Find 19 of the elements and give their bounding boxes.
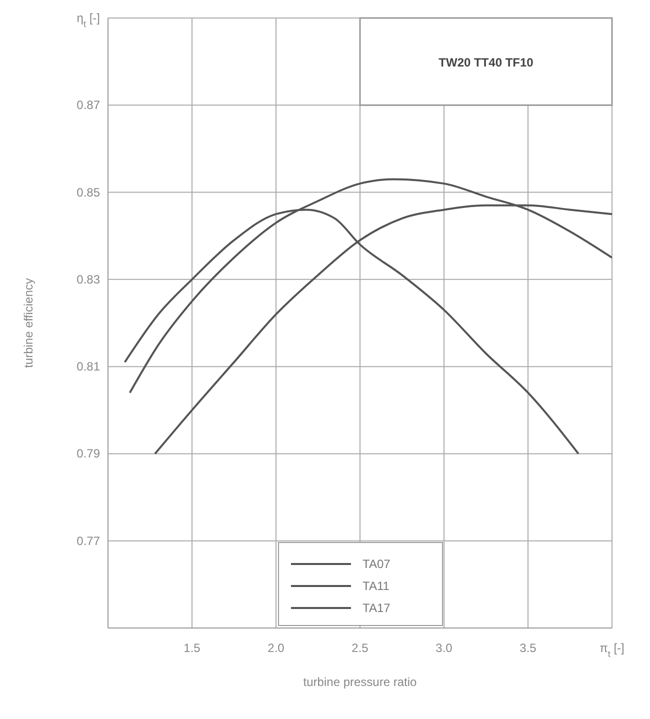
- x-tick-label: 2.5: [352, 641, 369, 655]
- y-tick-label: 0.85: [76, 185, 100, 200]
- y-tick-label: 0.81: [76, 360, 100, 374]
- annotation: TW20 TT40 TF10: [438, 56, 534, 70]
- x-tick-label: 1.5: [184, 641, 201, 655]
- legend-label: TA11: [362, 579, 390, 594]
- x-tick-label: 2.0: [268, 641, 285, 655]
- y-tick-label: 0.79: [76, 446, 100, 461]
- y-tick-label: η$_{t}$ [-]: [76, 11, 100, 29]
- x-tick-label: π$_{t}$ [-]: [600, 641, 624, 659]
- y-tick-label: 0.83: [76, 272, 100, 286]
- y-axis-title: turbine efficiency: [21, 278, 36, 368]
- y-tick-label: 0.77: [76, 534, 100, 548]
- x-tick-label: 3.0: [436, 641, 453, 655]
- y-tick-label: 0.87: [76, 98, 100, 112]
- x-tick-label: 3.5: [520, 641, 537, 655]
- legend-label: TA17: [362, 601, 390, 616]
- legend-label: TA07: [362, 557, 390, 572]
- x-axis-title: turbine pressure ratio: [303, 675, 418, 689]
